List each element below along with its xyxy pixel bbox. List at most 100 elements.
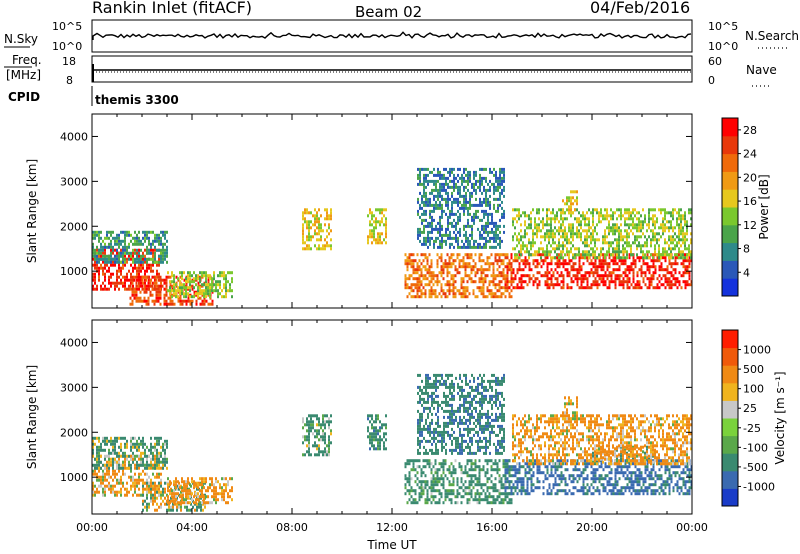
data-cell (439, 245, 441, 249)
data-cell (556, 247, 558, 251)
data-cell (469, 212, 471, 216)
data-cell (385, 235, 387, 239)
data-cell (163, 302, 166, 306)
data-cell (377, 447, 379, 451)
data-cell (445, 182, 447, 186)
data-cell (179, 289, 181, 293)
data-cell (100, 448, 102, 452)
data-cell (445, 176, 447, 180)
data-cell (146, 248, 148, 252)
data-cell (158, 278, 160, 282)
data-cell (441, 242, 443, 246)
data-cell (614, 250, 616, 254)
data-cell (449, 167, 451, 171)
data-cell (465, 236, 467, 240)
data-cell (167, 501, 169, 505)
data-cell (320, 238, 322, 242)
data-cell (371, 426, 373, 430)
data-cell (168, 508, 170, 512)
data-cell (442, 468, 445, 472)
data-cell (424, 501, 427, 505)
data-cell (546, 256, 549, 260)
data-cell (316, 417, 318, 421)
data-cell (522, 268, 525, 272)
data-cell (481, 218, 483, 222)
data-cell (162, 487, 164, 491)
data-cell (158, 263, 160, 267)
data-cell (136, 481, 138, 485)
data-cell (530, 244, 532, 248)
data-cell (586, 238, 588, 242)
data-cell (497, 197, 499, 201)
data-cell (367, 235, 369, 239)
data-cell (486, 286, 489, 290)
data-cell (134, 463, 136, 467)
data-cell (453, 173, 455, 177)
data-cell (618, 208, 620, 212)
data-cell (209, 289, 211, 293)
data-cell (433, 227, 435, 231)
data-cell (494, 259, 497, 263)
data-cell (408, 480, 411, 484)
data-cell (126, 490, 128, 494)
data-cell (634, 208, 636, 212)
data-cell (638, 223, 640, 227)
data-cell (122, 275, 124, 279)
data-cell (534, 241, 536, 245)
data-cell (477, 215, 479, 219)
data-cell (130, 442, 132, 446)
data-cell (146, 472, 148, 476)
data-cell (516, 253, 518, 257)
data-cell (124, 493, 126, 497)
data-cell (464, 274, 467, 278)
data-cell (154, 445, 156, 449)
data-cell (510, 277, 513, 281)
data-cell (578, 271, 581, 275)
data-cell (96, 448, 98, 452)
data-cell (638, 241, 640, 245)
data-cell (467, 188, 469, 192)
data-cell (436, 489, 439, 493)
data-cell (304, 220, 306, 224)
data-cell (406, 501, 409, 505)
data-cell (404, 477, 407, 481)
data-cell (141, 275, 144, 279)
data-cell (564, 268, 567, 272)
data-cell (318, 217, 320, 221)
data-cell (177, 492, 179, 496)
data-cell (471, 224, 473, 228)
data-cell (92, 254, 94, 258)
data-cell (406, 277, 409, 281)
data-cell (445, 203, 447, 207)
data-cell (146, 505, 148, 509)
power-colorbar-label: Power [dB] (757, 174, 771, 239)
data-cell (152, 254, 154, 258)
data-cell (578, 229, 580, 233)
data-cell (570, 199, 572, 203)
data-cell (102, 472, 104, 476)
data-cell (328, 447, 330, 451)
colorbar-tick-label: 28 (743, 124, 757, 137)
data-cell (680, 274, 683, 278)
data-cell (162, 257, 164, 261)
data-cell (369, 414, 371, 418)
data-cell (576, 253, 578, 257)
data-cell (419, 239, 421, 243)
data-cell (318, 429, 320, 433)
data-cell (154, 257, 156, 261)
data-cell (550, 250, 552, 254)
data-cell (560, 274, 563, 278)
data-cell (430, 501, 433, 505)
data-cell (98, 260, 100, 264)
data-cell (156, 233, 158, 237)
data-cell (506, 262, 509, 266)
data-cell (546, 229, 548, 233)
data-cell (108, 278, 110, 282)
data-cell (320, 435, 322, 439)
data-cell (510, 295, 513, 299)
data-cell (676, 256, 679, 260)
data-cell (114, 263, 116, 267)
data-cell (483, 197, 485, 201)
data-cell (385, 447, 387, 451)
data-cell (546, 253, 548, 257)
